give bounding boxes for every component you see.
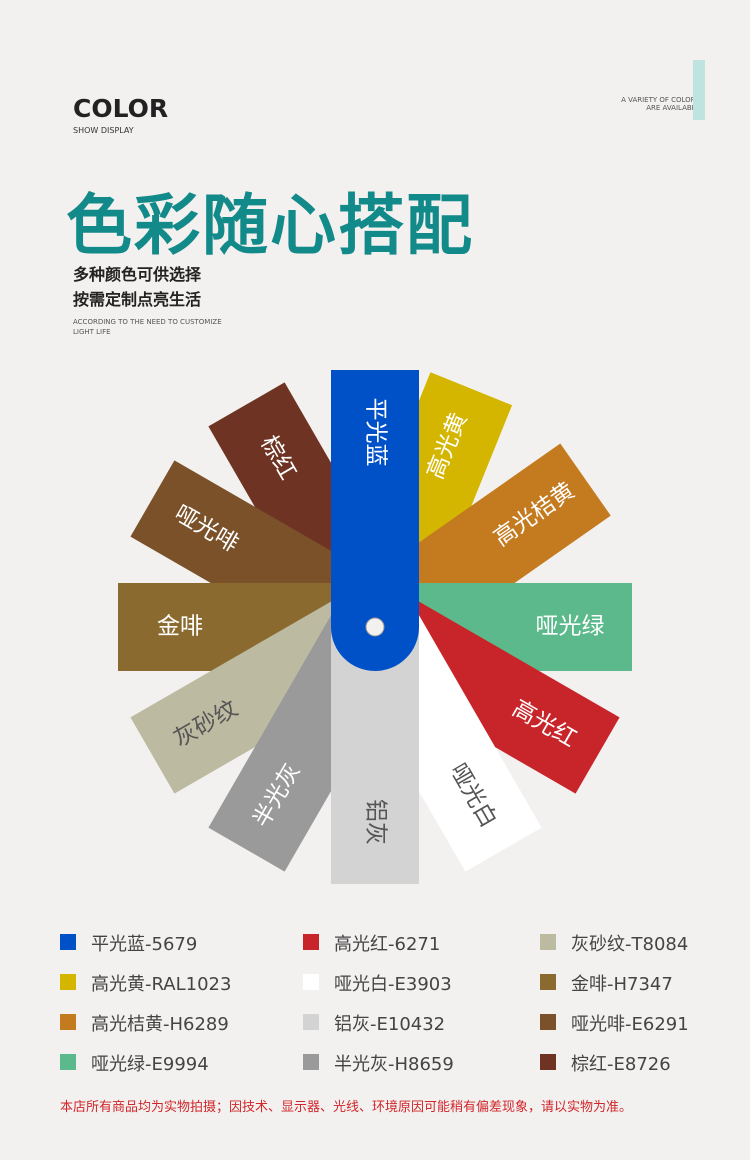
legend-label: 哑光绿-E9994 (91, 1054, 209, 1075)
legend-label: 金啡-H7347 (571, 974, 673, 995)
english-line: LIGHT LIFE (73, 328, 111, 336)
legend-swatch (540, 974, 556, 990)
legend-label: 平光蓝-5679 (91, 934, 198, 955)
legend-swatch (303, 934, 319, 950)
legend-swatch (303, 1054, 319, 1070)
legend-label: 高光红-6271 (334, 934, 441, 955)
legend-label: 棕红-E8726 (571, 1054, 671, 1075)
english: ACCORDING TO THE NEED TO CUSTOMIZE LIGHT … (73, 317, 222, 337)
swatch-label: 金啡 (157, 614, 203, 640)
legend-swatch (60, 1054, 76, 1070)
swatch (331, 370, 419, 671)
legend-swatch (60, 974, 76, 990)
swatch-body (331, 370, 419, 671)
brand-sub: SHOW DISPLAY (73, 126, 134, 135)
accent-bar (693, 60, 705, 120)
subtitle-line: 多种颜色可供选择 (73, 265, 202, 284)
tagline: A VARIETY OF COLORS ARE AVAILABLE (621, 96, 700, 112)
tagline-line: A VARIETY OF COLORS (621, 96, 700, 104)
tagline-line: ARE AVAILABLE (646, 104, 700, 112)
legend-label: 哑光啡-E6291 (571, 1014, 689, 1035)
subtitle-line: 按需定制点亮生活 (73, 290, 202, 309)
legend-swatch (540, 1054, 556, 1070)
legend-label: 半光灰-H8659 (334, 1054, 454, 1075)
title: 色彩随心搭配 (66, 187, 474, 264)
legend-swatch (540, 934, 556, 950)
legend-label: 铝灰-E10432 (334, 1014, 446, 1035)
legend-label: 高光黄-RAL1023 (91, 974, 232, 995)
legend-label: 灰砂纹-T8084 (571, 934, 689, 955)
legend-swatch (60, 934, 76, 950)
legend-swatch (303, 974, 319, 990)
brand: COLOR (73, 94, 169, 123)
legend-swatch (540, 1014, 556, 1030)
english-line: ACCORDING TO THE NEED TO CUSTOMIZE (73, 318, 222, 326)
swatch-label: 平光蓝 (363, 398, 389, 467)
legend-label: 哑光白-E3903 (334, 974, 452, 995)
hole (365, 617, 385, 637)
footnote: 本店所有商品均为实物拍摄；因技术、显示器、光线、环境原因可能稍有偏差现象，请以实… (60, 1100, 633, 1115)
subtitle: 多种颜色可供选择 按需定制点亮生活 (73, 262, 201, 312)
legend-swatch (303, 1014, 319, 1030)
swatch-label: 哑光绿 (536, 614, 605, 640)
legend-swatch (60, 1014, 76, 1030)
legend-label: 高光桔黄-H6289 (91, 1014, 229, 1035)
swatch-label: 铝灰 (363, 799, 389, 845)
